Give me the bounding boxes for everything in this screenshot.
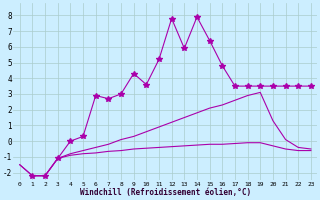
- X-axis label: Windchill (Refroidissement éolien,°C): Windchill (Refroidissement éolien,°C): [80, 188, 251, 197]
